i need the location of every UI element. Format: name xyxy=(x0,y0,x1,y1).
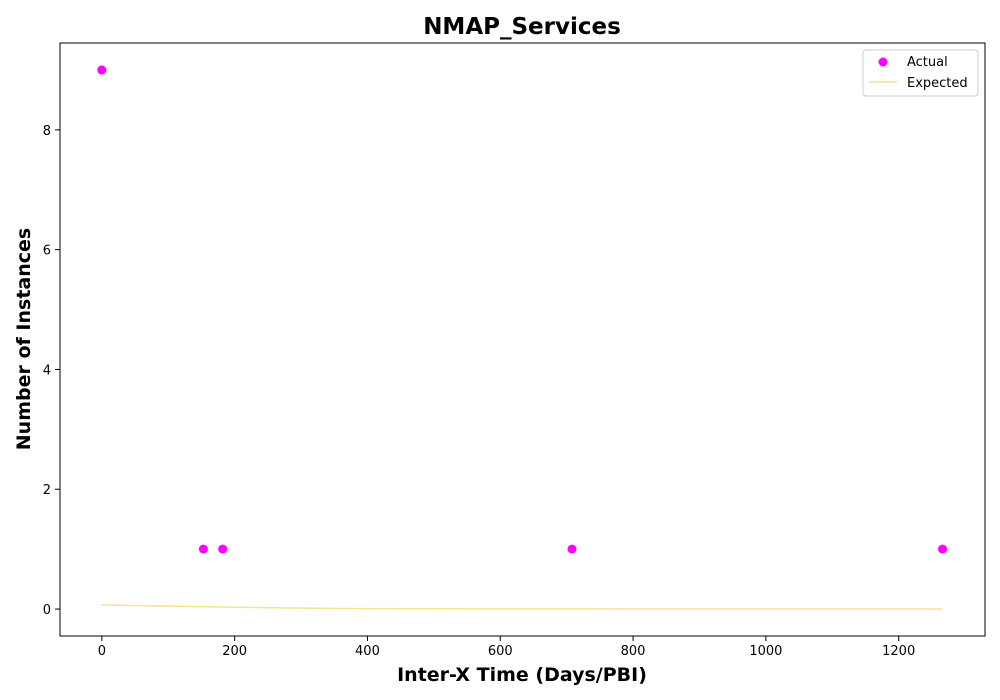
legend-label-actual: Actual xyxy=(907,55,948,70)
x-tick-label: 600 xyxy=(488,644,513,659)
legend-box xyxy=(862,49,979,97)
chart-title: NMAP_Services xyxy=(423,14,621,40)
y-tick-label: 2 xyxy=(43,483,51,498)
plot-frame xyxy=(59,42,986,637)
x-tick-label: 200 xyxy=(222,644,247,659)
y-tick-label: 6 xyxy=(43,244,51,259)
plot-content xyxy=(97,65,947,610)
x-tick-label: 800 xyxy=(621,644,646,659)
actual-point xyxy=(218,544,228,554)
x-tick-label: 1000 xyxy=(749,644,782,659)
legend-marker-actual xyxy=(878,57,888,67)
x-tick-label: 400 xyxy=(355,644,380,659)
y-tick-label: 0 xyxy=(43,603,51,618)
expected-line xyxy=(101,604,943,610)
x-tick-label: 1200 xyxy=(882,644,915,659)
actual-point xyxy=(938,544,947,554)
axis-ticks: 0 200 400 600 800 1000 1200 0 2 4 6 8 xyxy=(43,124,916,659)
actual-point xyxy=(198,544,208,554)
x-tick-label: 0 xyxy=(98,644,106,659)
y-axis-label: Number of Instances xyxy=(13,228,35,450)
y-tick-label: 8 xyxy=(43,124,51,139)
x-axis-label: Inter-X Time (Days/PBI) xyxy=(397,664,647,686)
actual-point xyxy=(97,65,107,75)
legend-label-expected: Expected xyxy=(907,76,968,91)
y-tick-label: 4 xyxy=(43,363,51,378)
legend: Actual Expected xyxy=(862,49,979,97)
actual-point xyxy=(567,544,577,554)
